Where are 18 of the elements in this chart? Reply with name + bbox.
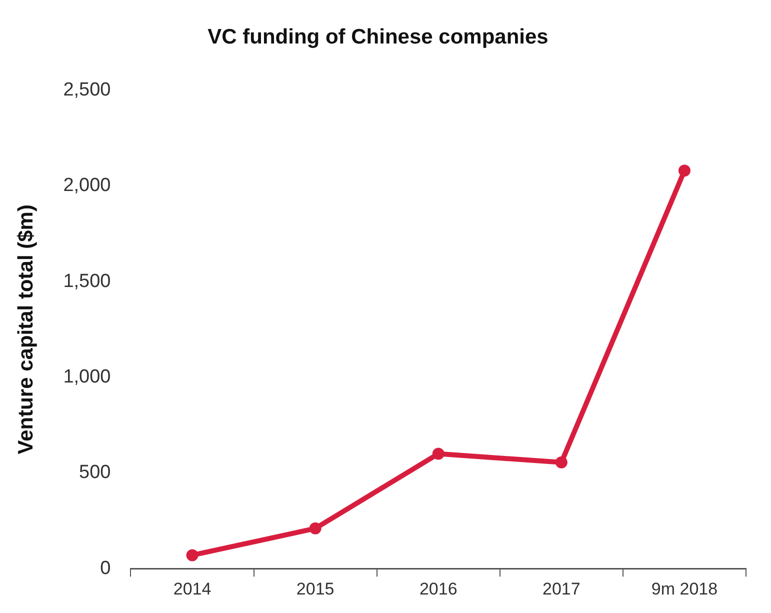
- point: [432, 448, 444, 460]
- y-tick-label: 0: [100, 558, 111, 579]
- y-tick-label: 2,500: [63, 79, 111, 100]
- y-tick-label: 1,000: [63, 366, 111, 388]
- x-tick-label: 2015: [296, 579, 334, 598]
- y-tick-label: 1,500: [63, 270, 111, 292]
- point: [309, 522, 322, 534]
- x-tick-label: 2016: [419, 579, 458, 598]
- y-tick-label: 2,000: [63, 175, 111, 196]
- x-tick-label: 9m 2018: [651, 579, 718, 598]
- point: [186, 549, 198, 562]
- chart-title: VC funding of Chinese companies: [208, 25, 548, 48]
- x-tick-label: 2017: [542, 579, 580, 598]
- x-tick-label: 2014: [173, 579, 212, 598]
- point: [555, 456, 568, 468]
- point: [678, 164, 690, 177]
- y-tick-label: 500: [79, 462, 111, 484]
- y-axis-title: Venture capital total ($m): [14, 204, 38, 454]
